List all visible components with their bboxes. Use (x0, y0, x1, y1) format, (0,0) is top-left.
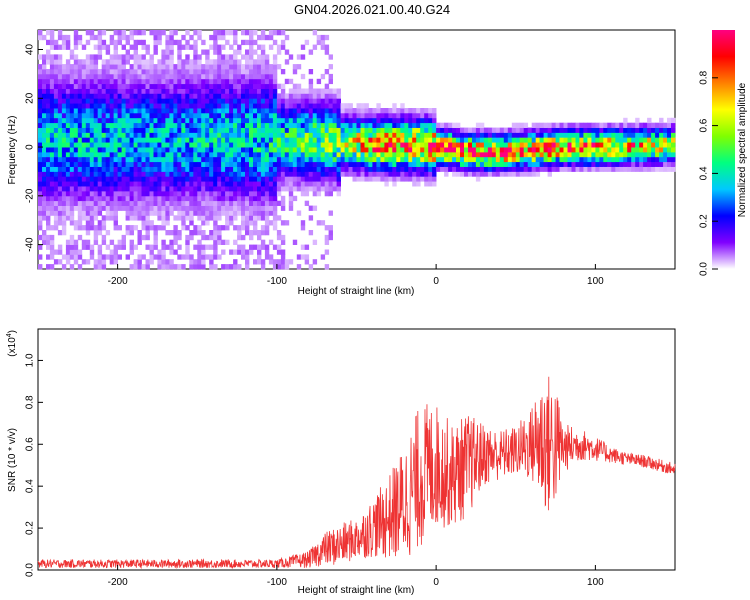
colorbar-tick: 0.2 (699, 214, 710, 228)
spectrogram-x-tick: 100 (587, 276, 604, 287)
snr-scale-label: (x104) (6, 330, 18, 357)
snr-panel: -200 -100 0 100 0.0 0.2 0.4 0.6 0.8 1.0 Height of… (6, 328, 676, 596)
colorbar-tick: 0.6 (699, 118, 710, 132)
spectrogram-y-tick: 0 (25, 144, 36, 150)
snr-y-label: SNR (10 * v/v) (7, 428, 18, 492)
spectrogram-y-tick: -20 (25, 188, 36, 203)
snr-x-tick: -200 (108, 577, 128, 588)
snr-ticks: -200 -100 0 100 0.0 0.2 0.4 0.6 0.8 1.0 (25, 353, 605, 588)
colorbar-tick: 0.8 (699, 70, 710, 84)
colorbar-gradient (712, 30, 735, 269)
snr-y-tick: 0.0 (25, 563, 36, 577)
snr-y-tick: 0.6 (25, 437, 36, 451)
snr-scale-exponent: 4 (6, 333, 13, 337)
spectrogram-x-tick: 0 (433, 276, 439, 287)
figure-title: GN04.2026.021.00.40.G24 (294, 2, 450, 17)
colorbar-ticks: 0.0 0.2 0.4 0.6 0.8 (699, 70, 718, 276)
snr-scale-base: (x10 (7, 337, 18, 357)
colorbar-tick: 0.0 (699, 262, 710, 276)
spectrogram-y-tick: 40 (25, 44, 36, 56)
spectrogram-y-tick: -40 (25, 237, 36, 252)
colorbar-tick: 0.4 (699, 166, 710, 180)
snr-y-tick: 0.8 (25, 395, 36, 409)
spectrogram-x-tick: -200 (108, 276, 128, 287)
snr-y-tick: 0.2 (25, 521, 36, 535)
snr-y-tick: 1.0 (25, 353, 36, 367)
snr-x-tick: -100 (267, 577, 287, 588)
snr-y-tick: 0.4 (25, 479, 36, 493)
snr-x-tick: 0 (433, 577, 439, 588)
spectrogram-cells (38, 30, 676, 270)
snr-line (37, 376, 676, 570)
colorbar-label: Normalized spectral amplitude (737, 82, 748, 217)
spectrogram-x-tick: -100 (267, 276, 287, 287)
snr-frame (37, 328, 676, 571)
spectrogram-x-label: Height of straight line (km) (298, 286, 415, 297)
spectrogram-y-label: Frequency (Hz) (7, 116, 18, 185)
snr-x-label: Height of straight line (km) (298, 585, 415, 596)
snr-x-tick: 100 (587, 577, 604, 588)
colorbar: 0.0 0.2 0.4 0.6 0.8 Normalized spectral ampl… (699, 30, 748, 276)
spectrogram-y-tick: 20 (25, 92, 36, 104)
